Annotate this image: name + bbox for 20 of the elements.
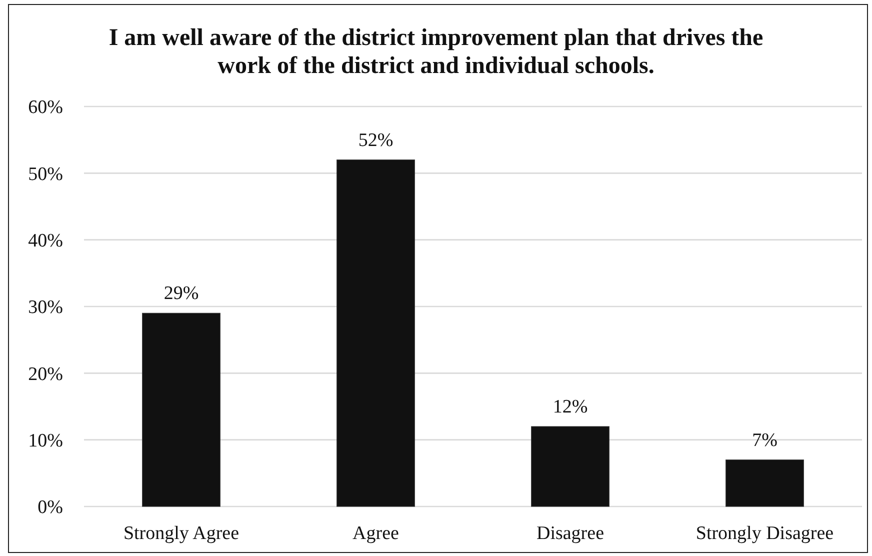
bar: [336, 160, 415, 507]
y-tick-label: 50%: [28, 164, 64, 185]
data-label: 7%: [752, 430, 778, 451]
data-label: 29%: [164, 283, 199, 304]
y-tick-label: 40%: [28, 230, 64, 252]
bar: [726, 460, 804, 507]
y-tick-label: 0%: [38, 497, 64, 518]
data-label: 12%: [552, 396, 588, 418]
y-tick-label: 60%: [28, 97, 64, 118]
chart-title: I am well aware of the district improvement plan that drives the work of the district and individual schools.: [108, 25, 764, 79]
x-tick-label: Strongly Disagree: [696, 523, 834, 544]
y-tick-label: 20%: [28, 364, 64, 385]
data-label: 52%: [358, 130, 394, 151]
x-tick-label: Agree: [352, 523, 399, 544]
y-tick-label: 30%: [28, 297, 64, 318]
x-tick-label: Strongly Agree: [123, 523, 240, 544]
bar: [531, 426, 610, 507]
y-tick-label: 10%: [28, 430, 64, 452]
x-tick-label: Disagree: [536, 523, 604, 544]
bar: [142, 312, 220, 507]
